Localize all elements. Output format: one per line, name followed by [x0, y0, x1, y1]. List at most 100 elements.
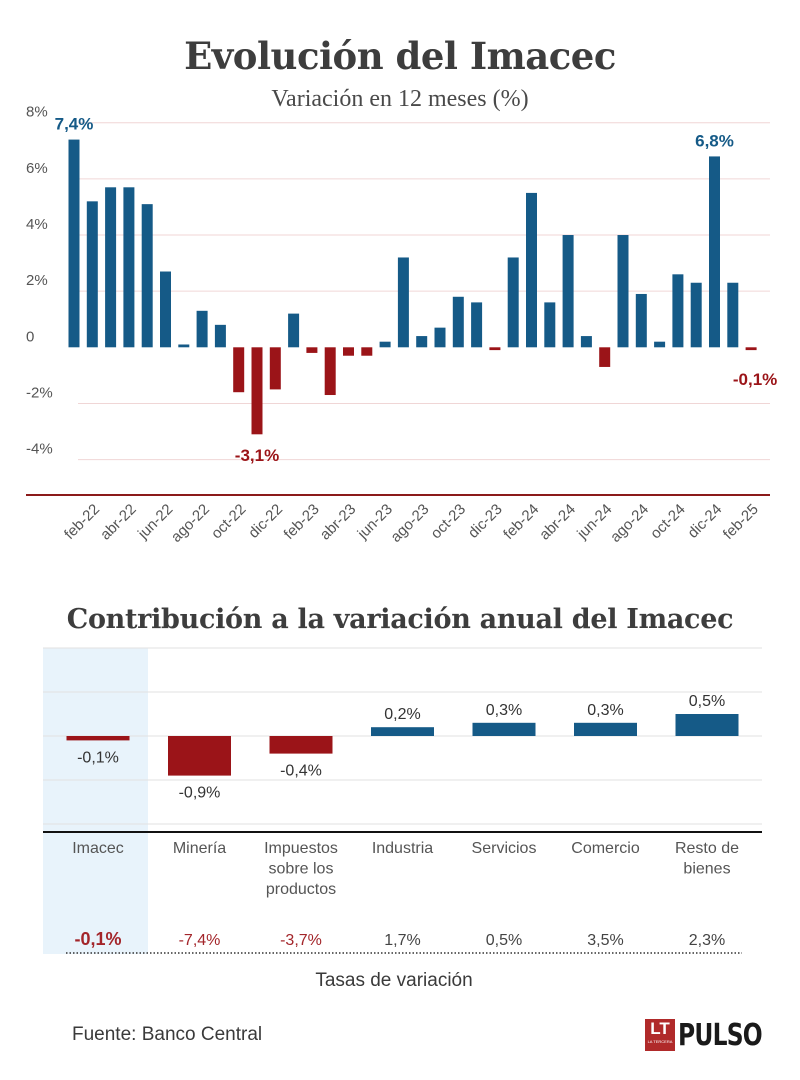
chart2-value-labels: -0,1% -0,9% -0,4% 0,2% 0,3% 0,3% 0,5%	[77, 693, 725, 802]
bar-ago-23	[416, 336, 428, 348]
value-label: 0,5%	[689, 693, 725, 710]
bar-mar-22	[105, 187, 117, 348]
chart2-rates-row: -0,1% -7,4% -3,7% 1,7% 0,5% 3,5% 2,3%	[74, 929, 725, 949]
logo-pulso-text: PULSO	[678, 1017, 763, 1053]
bar-ago-24	[635, 293, 647, 348]
chart2-bars	[66, 714, 739, 776]
source-note: Fuente: Banco Central	[72, 1024, 263, 1045]
bar-jun-23	[379, 341, 391, 348]
chart2-highlight-background	[43, 648, 148, 954]
y-tick-label: -4%	[26, 441, 53, 458]
la-tercera-logo-icon: LT LA TERCERA	[645, 1019, 675, 1051]
bar-sep-22	[214, 324, 226, 348]
chart1-y-axis: -4% -2% 0 2% 4% 6% 8%	[26, 104, 53, 458]
rate-value: 1,7%	[384, 932, 420, 949]
annotation-label: -0,1%	[733, 370, 777, 389]
y-tick-label: 0	[26, 328, 34, 345]
rate-value: -3,7%	[280, 932, 322, 949]
bar-may-22	[141, 204, 153, 348]
bar-nov-23	[471, 302, 483, 348]
chart2-title: Contribución a la variación anual del Im…	[66, 604, 734, 635]
bar-feb-23	[306, 347, 318, 353]
bar-dic-23	[489, 347, 501, 351]
bar-ago-22	[196, 310, 208, 348]
annotation-label: 7,4%	[55, 115, 94, 134]
chart2-category-labels: Imacec Minería Impuestos sobre los productos…	[72, 840, 739, 898]
bar-nov-22	[251, 347, 263, 435]
bar-oct-24	[672, 274, 684, 348]
bar-industria	[371, 727, 434, 736]
bar-feb-24	[526, 192, 537, 348]
rates-caption: Tasas de variación	[315, 970, 473, 991]
bar-ene-25	[727, 282, 739, 348]
bar-minería	[168, 736, 231, 776]
bar-oct-22	[233, 347, 245, 393]
bar-ene-22	[68, 139, 80, 348]
value-label: -0,1%	[77, 749, 119, 766]
chart1-subtitle: Variación en 12 meses (%)	[271, 86, 529, 112]
bar-may-23	[361, 347, 373, 356]
bar-servicios	[472, 722, 536, 736]
category-label: bienes	[683, 861, 730, 878]
contribution-chart: -0,1% -0,9% -0,4% 0,2% 0,3% 0,3% 0,5% Imacec Mi…	[43, 647, 762, 954]
pulso-logo: LT LA TERCERA PULSO	[645, 1017, 786, 1053]
chart1-gridlines	[26, 122, 770, 496]
value-label: 0,3%	[587, 702, 623, 719]
rate-value: -7,4%	[179, 932, 221, 949]
category-label: Resto de	[675, 840, 739, 857]
bar-impuestos-sobre-los-productos	[269, 736, 333, 754]
rate-value: 3,5%	[587, 932, 623, 949]
y-tick-label: 2%	[26, 272, 48, 289]
bar-jul-23	[397, 257, 409, 348]
value-label: -0,4%	[280, 763, 322, 780]
category-label: Servicios	[472, 840, 537, 857]
category-label: Industria	[372, 840, 433, 857]
category-label: sobre los	[269, 861, 334, 878]
bar-dic-24	[709, 156, 720, 348]
bar-dic-22	[269, 347, 281, 390]
bar-oct-23	[452, 296, 464, 348]
category-label: Impuestos	[264, 840, 338, 857]
category-label: Minería	[173, 840, 226, 857]
category-label: productos	[266, 881, 336, 898]
y-tick-label: 4%	[26, 216, 48, 233]
y-tick-label: -2%	[26, 384, 53, 401]
y-tick-label: 8%	[26, 104, 48, 121]
bar-abr-23	[343, 347, 354, 356]
bar-may-24	[580, 336, 592, 348]
bar-ene-23	[288, 313, 300, 348]
bar-comercio	[574, 722, 637, 736]
chart1-annotations: 7,4% -3,1% 6,8% -0,1%	[55, 115, 778, 465]
value-label: -0,9%	[179, 785, 221, 802]
bar-nov-24	[690, 282, 702, 348]
annotation-label: -3,1%	[235, 446, 279, 465]
logo-lt-small-text: LA TERCERA	[647, 1039, 673, 1044]
rate-value: 2,3%	[689, 932, 725, 949]
bar-sep-23	[434, 327, 446, 348]
bar-abr-22	[123, 187, 135, 348]
bar-sep-24	[654, 341, 666, 348]
chart1-bars	[68, 139, 757, 435]
chart2-gridlines	[43, 647, 762, 954]
rate-value: -0,1%	[74, 929, 121, 949]
bar-jun-24	[599, 347, 611, 367]
category-label: Comercio	[571, 840, 640, 857]
bar-feb-22	[86, 201, 98, 348]
bar-abr-24	[562, 235, 574, 348]
bar-jul-22	[178, 344, 190, 348]
category-label: Imacec	[72, 840, 124, 857]
bar-jul-24	[617, 235, 629, 348]
rate-value: 0,5%	[486, 932, 522, 949]
bar-mar-23	[324, 347, 336, 396]
logo-lt-text: LT	[650, 1019, 670, 1038]
value-label: 0,2%	[384, 706, 420, 723]
bar-resto-de-bienes	[675, 714, 739, 736]
highlight-column-imacec	[43, 648, 148, 954]
annotation-label: 6,8%	[695, 131, 734, 150]
bar-ene-24	[507, 257, 519, 348]
bar-jun-22	[160, 271, 171, 348]
bar-mar-24	[544, 302, 556, 348]
value-label: 0,3%	[486, 702, 522, 719]
imacec-evolution-chart: -4%-2%02%4%6%8% 7,4%-3,1%6,8%-0,1% feb-2…	[26, 104, 778, 546]
bar-feb-25	[745, 347, 757, 351]
